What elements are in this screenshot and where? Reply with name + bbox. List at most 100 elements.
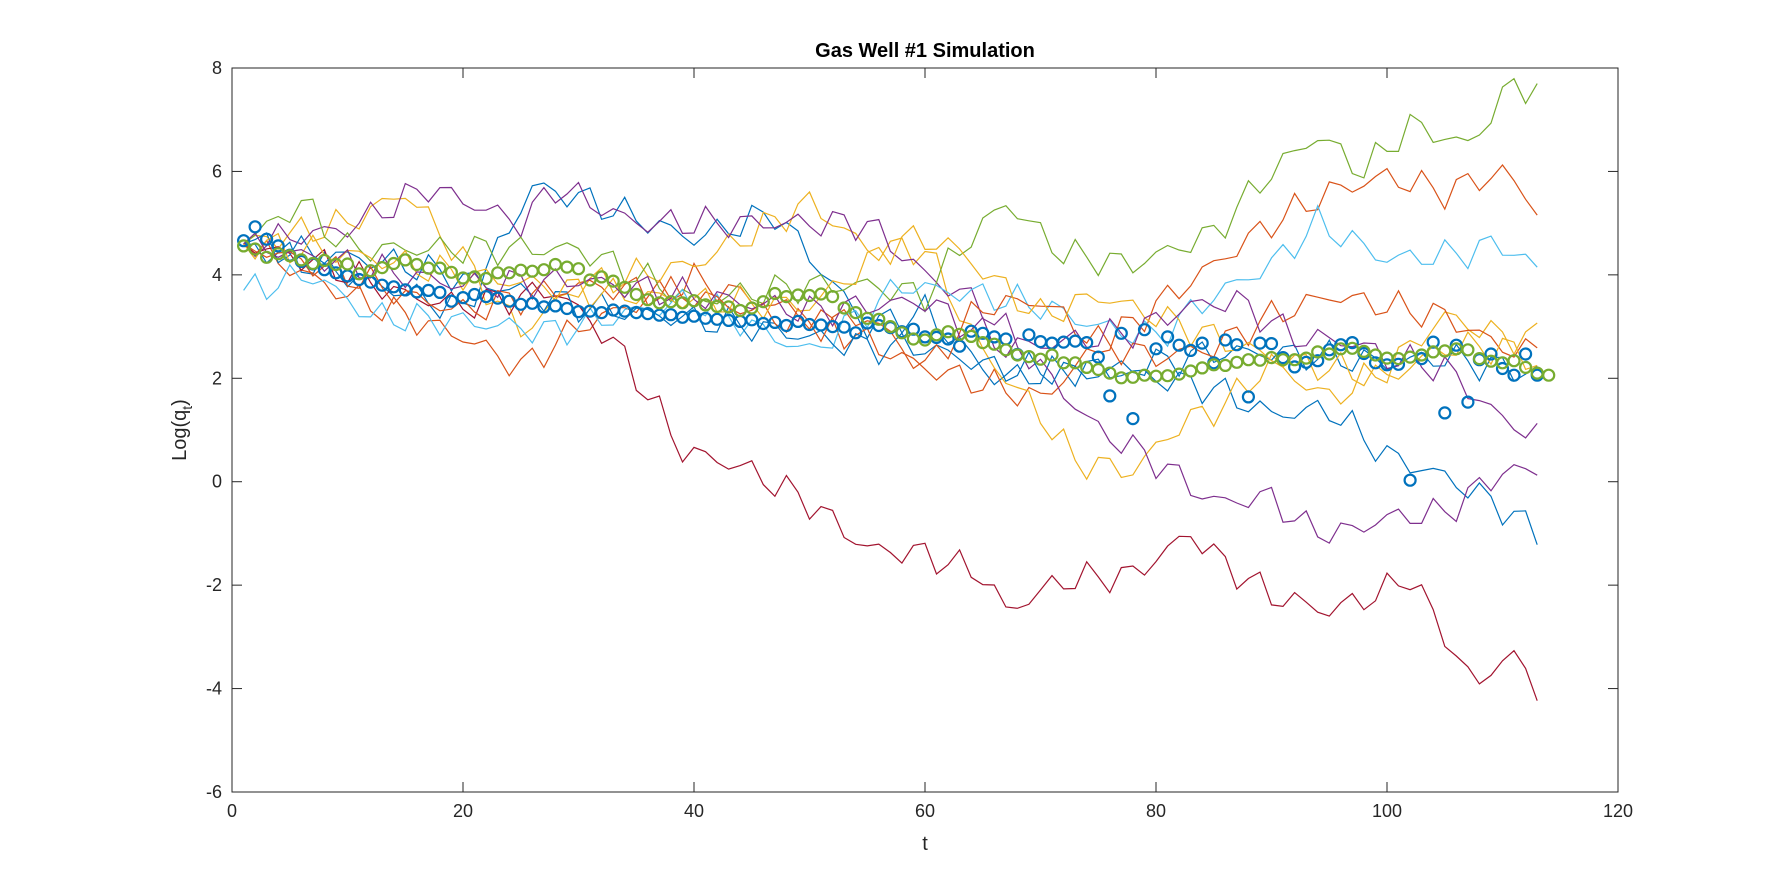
scatter-series-2 [237,239,1556,385]
scatter-point [1403,473,1417,487]
scatter-point [1195,336,1209,350]
scatter-point [1299,351,1313,365]
y-tick-label: 6 [212,161,222,181]
scatter-point [387,256,401,271]
x-axis-label: t [922,833,928,855]
y-tick-label: -2 [206,575,222,595]
scatter-point [837,320,851,334]
scatter-point [594,306,609,320]
scatter-point [387,280,401,294]
scatter-point [1172,338,1186,352]
scatter-point [906,322,921,336]
scatter-point [1114,326,1128,340]
scatter-point [872,312,886,326]
scatter-point [756,295,770,309]
scatter-point [1184,343,1198,357]
scatter-point [248,242,262,256]
scatter-point [433,285,447,299]
scatter-point [1160,330,1175,344]
scatter-point [1518,360,1533,374]
scatter-point [1045,348,1059,362]
y-tick-label: 0 [212,472,222,492]
simulation-path-6 [243,204,1538,349]
simulation-path-3 [243,190,1538,481]
scatter-point [606,274,620,288]
scatter-point [629,287,643,302]
scatter-point [491,291,505,305]
simulation-path-8 [243,232,1538,386]
scatter-point [248,220,262,234]
scatter-point [1426,335,1440,349]
y-tick-label: 2 [212,368,222,388]
scatter-point [502,266,516,280]
simulation-path-4 [243,181,1538,544]
simulation-path-7 [243,243,1538,701]
scatter-point [1172,367,1186,381]
x-tick-label: 100 [1372,801,1402,821]
scatter-point [814,287,828,301]
scatter-point [1195,361,1209,375]
scatter-point [1103,389,1117,403]
x-tick-label: 120 [1603,801,1633,821]
scatter-point [1126,412,1140,426]
scatter-point [560,301,574,316]
plot-area [237,77,1556,701]
scatter-point [594,270,609,284]
scatter-point [525,296,539,310]
simulation-path-2 [243,164,1538,407]
scatter-point [1495,361,1510,376]
scatter-point [791,314,805,328]
scatter-point [1345,336,1359,350]
scatter-point [1091,350,1105,364]
scatter-point [1542,368,1556,382]
scatter-point [1287,360,1302,374]
x-tick-label: 20 [453,801,473,821]
scatter-point [1103,366,1117,380]
scatter-point [1022,328,1036,342]
scatter-point [1484,347,1498,361]
scatter-point [1091,362,1105,377]
scatter-point [1345,341,1359,355]
scatter-point [641,293,655,307]
scatter-point [479,271,493,286]
scatter-point [444,265,458,279]
x-tick-label: 0 [227,801,237,821]
scatter-point [987,337,1001,351]
y-tick-label: 4 [212,265,222,285]
scatter-point [1322,347,1336,361]
scatter-point [1368,348,1383,362]
scatter-point [779,318,794,333]
x-tick-label: 40 [684,801,704,821]
y-axis-label-main: Log(q [169,410,191,461]
scatter-point [1218,358,1232,372]
scatter-point [1264,337,1279,351]
x-tick-label: 60 [915,801,935,821]
scatter-point [964,329,978,343]
scatter-point [260,250,274,264]
x-tick-label: 80 [1146,801,1166,821]
y-axis-label-close: ) [169,399,191,406]
scatter-point [1184,364,1198,378]
scatter-point [583,273,597,287]
scatter-point [571,262,586,276]
scatter-point [849,306,863,320]
scatter-point [721,300,736,314]
y-tick-label: -4 [206,679,222,699]
scatter-point [237,234,251,248]
scatter-point [768,315,782,329]
scatter-point [1022,350,1036,364]
scatter-point [1137,323,1152,337]
scatter-point [1068,356,1082,370]
scatter-point [664,308,678,322]
scatter-point [260,232,274,246]
scatter-point [1414,348,1429,362]
scatter-point [1241,390,1256,404]
scatter-point [1230,355,1244,369]
y-axis-label: Log(qt) [169,399,195,461]
scatter-point [237,239,251,253]
simulation-path-11 [243,232,1538,439]
scatter-point [398,253,412,267]
scatter-point [849,326,863,340]
scatter-point [1230,338,1244,352]
